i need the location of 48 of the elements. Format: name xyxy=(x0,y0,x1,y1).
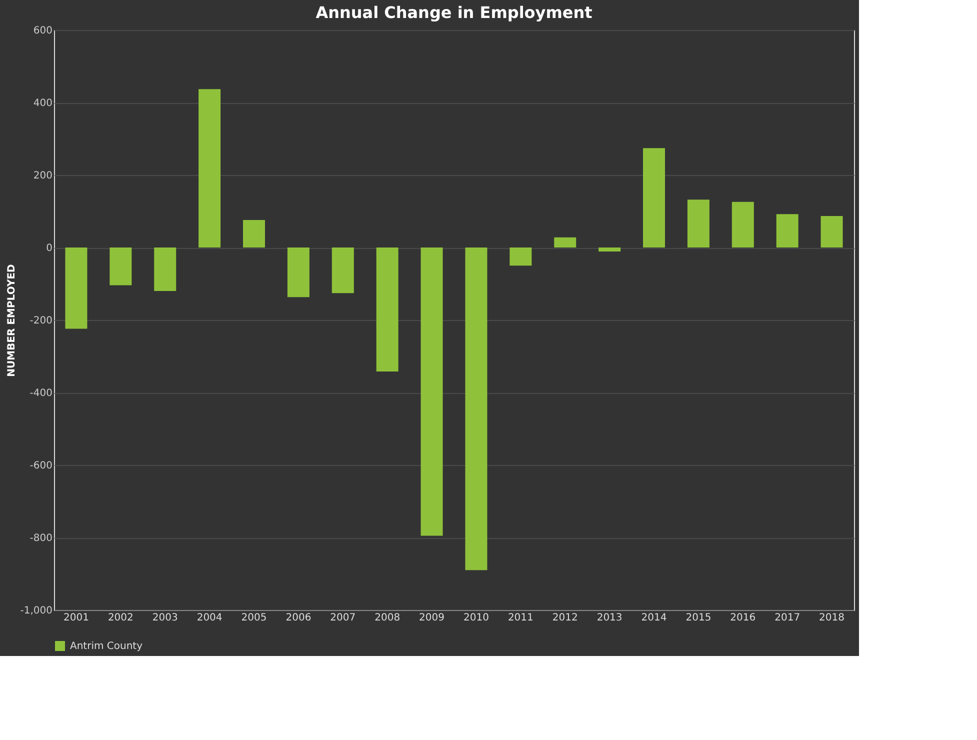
bar xyxy=(465,248,488,570)
bar xyxy=(243,220,265,248)
y-tick-label: -1,000 xyxy=(20,606,52,616)
bar xyxy=(198,89,221,248)
y-tick-label: -800 xyxy=(30,533,52,544)
bar xyxy=(820,216,843,248)
x-tick-label: 2018 xyxy=(819,612,845,624)
bar xyxy=(776,214,798,248)
y-tick-label: 600 xyxy=(33,26,52,36)
x-tick-label: 2012 xyxy=(552,612,578,624)
y-tick-label: 400 xyxy=(33,98,52,109)
y-tick-label: -200 xyxy=(30,316,52,326)
bar xyxy=(376,248,398,372)
x-tick-label: 2009 xyxy=(419,612,445,624)
bar xyxy=(643,148,665,248)
x-tick-label: 2011 xyxy=(508,612,534,624)
y-tick-label: 0 xyxy=(46,243,52,254)
x-tick-label: 2004 xyxy=(196,612,222,624)
bar xyxy=(554,237,576,248)
x-tick-label: 2001 xyxy=(63,612,89,624)
x-tick-label: 2003 xyxy=(152,612,178,624)
legend-label: Antrim County xyxy=(70,641,143,652)
y-tick-label: -600 xyxy=(30,460,52,472)
x-tick-label: 2002 xyxy=(108,612,134,624)
bar xyxy=(332,248,354,294)
x-tick-label: 2010 xyxy=(463,612,489,624)
x-tick-label: 2008 xyxy=(374,612,400,624)
x-tick-label: 2006 xyxy=(286,612,312,624)
bar xyxy=(598,248,621,252)
bar xyxy=(732,202,754,248)
y-tick-label: 200 xyxy=(33,170,52,182)
chart-title: Annual Change in Employment xyxy=(316,3,593,22)
bar xyxy=(687,200,710,248)
x-tick-label: 2017 xyxy=(774,612,800,624)
x-tick-label: 2015 xyxy=(686,612,712,624)
x-tick-label: 2007 xyxy=(330,612,356,624)
x-tick-label: 2013 xyxy=(596,612,622,624)
bar xyxy=(287,248,310,298)
bar xyxy=(110,248,132,286)
x-tick-label: 2005 xyxy=(241,612,267,624)
x-tick-label: 2016 xyxy=(730,612,756,624)
bar xyxy=(65,248,88,329)
y-tick-label: -400 xyxy=(30,388,52,399)
x-tick-label: 2014 xyxy=(641,612,667,624)
bar xyxy=(420,248,443,536)
bar xyxy=(154,248,176,291)
y-axis-title: NUMBER EMPLOYED xyxy=(6,264,18,377)
bar xyxy=(510,248,532,266)
